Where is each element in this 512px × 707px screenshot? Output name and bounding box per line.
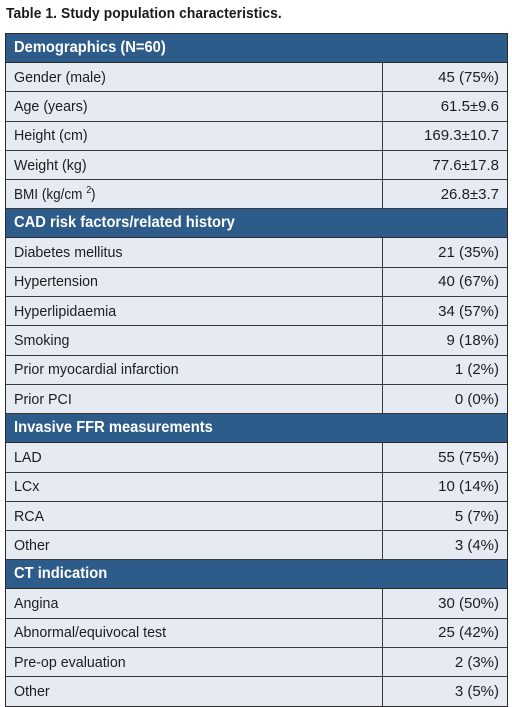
- row-value: 34 (57%): [438, 302, 499, 320]
- row-label: Prior PCI: [6, 384, 383, 414]
- row-value: 5 (7%): [454, 507, 499, 525]
- table-row: Other 3 (4%): [6, 531, 507, 561]
- table-row: Age (years) 61.5±9.6: [6, 92, 507, 122]
- row-value: 55 (75%): [438, 448, 499, 466]
- table-row: Pre-op evaluation 2 (3%): [6, 648, 507, 678]
- row-value: 26.8±3.7: [440, 185, 499, 203]
- section-header-invasive-ffr: Invasive FFR measurements: [6, 414, 507, 444]
- row-label: Pre-op evaluation: [6, 648, 383, 677]
- table-row: Angina 30 (50%): [6, 589, 507, 619]
- section-header-ct-indication: CT indication: [6, 560, 507, 590]
- row-value: 61.5±9.6: [440, 97, 499, 115]
- table-row: BMI (kg/cm 2) 26.8±3.7: [6, 180, 507, 210]
- row-value: 25 (42%): [438, 624, 499, 642]
- row-value: 0 (0%): [454, 390, 499, 408]
- row-value: 2 (3%): [454, 653, 499, 671]
- row-label: Abnormal/equivocal test: [6, 618, 383, 648]
- table-row: Prior myocardial infarction 1 (2%): [6, 355, 507, 385]
- row-label: Diabetes mellitus: [6, 238, 383, 267]
- row-label: RCA: [6, 501, 383, 531]
- row-label: Prior myocardial infarction: [6, 355, 383, 384]
- table-row: Diabetes mellitus 21 (35%): [6, 238, 507, 268]
- row-label: Other: [6, 531, 383, 560]
- row-label: LCx: [6, 472, 383, 501]
- table-row: Smoking 9 (18%): [6, 326, 507, 356]
- row-value: 10 (14%): [438, 478, 499, 496]
- row-label: Weight (kg): [6, 150, 383, 180]
- table-row: Abnormal/equivocal test 25 (42%): [6, 618, 507, 649]
- row-label: Height (cm): [6, 121, 383, 150]
- row-label: Angina: [6, 589, 383, 618]
- row-value: 77.6±17.8: [432, 156, 499, 174]
- section-header-demographics: Demographics (N=60): [6, 34, 507, 63]
- table-row: Hyperlipidaemia 34 (57%): [6, 297, 507, 327]
- table-row: Hypertension 40 (67%): [6, 267, 507, 298]
- table-row: LCx 10 (14%): [6, 472, 507, 502]
- table-row: Other 3 (5%): [6, 677, 507, 706]
- row-label: Smoking: [6, 326, 383, 355]
- section-header-cad-risk-factors: CAD risk factors/related history: [6, 209, 507, 239]
- table-row: Weight (kg) 77.6±17.8: [6, 150, 507, 181]
- row-value: 169.3±10.7: [424, 127, 499, 145]
- row-value: 3 (5%): [454, 682, 499, 700]
- row-label: Gender (male): [6, 63, 383, 92]
- row-label: Age (years): [6, 92, 383, 121]
- characteristics-table: Demographics (N=60) Gender (male) 45 (75…: [5, 33, 508, 707]
- row-label: Other: [6, 677, 383, 706]
- row-label: LAD: [6, 443, 383, 472]
- row-label: Hypertension: [6, 267, 383, 297]
- row-label: Hyperlipidaemia: [6, 297, 383, 326]
- row-value: 40 (67%): [438, 273, 499, 291]
- row-value: 3 (4%): [454, 536, 499, 554]
- row-value: 1 (2%): [454, 361, 499, 379]
- row-value: 30 (50%): [438, 595, 499, 613]
- row-value: 21 (35%): [438, 244, 499, 262]
- table-row: Gender (male) 45 (75%): [6, 63, 507, 93]
- table-caption: Table 1. Study population characteristic…: [6, 5, 282, 22]
- row-value: 45 (75%): [438, 68, 499, 86]
- table-row: Height (cm) 169.3±10.7: [6, 121, 507, 151]
- table-row: LAD 55 (75%): [6, 443, 507, 473]
- table-row: Prior PCI 0 (0%): [6, 384, 507, 415]
- row-value: 9 (18%): [446, 332, 499, 350]
- row-label: BMI (kg/cm 2): [6, 180, 383, 209]
- table-row: RCA 5 (7%): [6, 501, 507, 532]
